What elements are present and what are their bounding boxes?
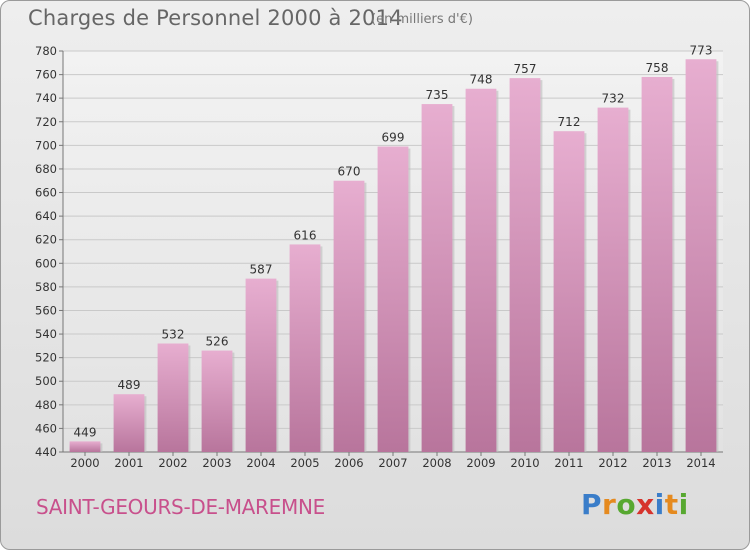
chart-unit-label: (en milliers d'€) <box>371 12 473 27</box>
y-tick-label: 640 <box>35 209 57 223</box>
data-label: 532 <box>162 327 185 341</box>
data-label: 773 <box>690 43 713 57</box>
data-label: 699 <box>382 131 405 145</box>
x-tick-label: 2014 <box>686 456 715 470</box>
y-tick-label: 660 <box>35 186 57 200</box>
x-tick-label: 2001 <box>114 456 143 470</box>
bar-2001 <box>113 394 145 452</box>
x-tick-label: 2006 <box>334 456 363 470</box>
data-label: 757 <box>514 62 537 76</box>
bar-2009 <box>465 88 497 452</box>
y-tick-label: 500 <box>35 374 57 388</box>
logo-letter: P <box>581 488 603 521</box>
logo-letter: o <box>616 488 637 521</box>
bar-2004 <box>245 278 277 452</box>
data-label: 735 <box>426 88 449 102</box>
y-tick-label: 480 <box>35 398 57 412</box>
bar-2003 <box>201 350 233 452</box>
bar-2010 <box>509 78 541 453</box>
axes: 440 460 480 500 520 540 560 580 600 620 640 660 680 7… <box>35 44 723 459</box>
y-tick-label: 580 <box>35 280 57 294</box>
bar-2000 <box>69 441 101 452</box>
y-tick-label: 600 <box>35 256 57 270</box>
data-label: 616 <box>294 228 317 242</box>
data-label: 712 <box>558 115 581 129</box>
bar-2008 <box>421 104 453 452</box>
data-labels: 2000 449 2001 489 2002 532 2003 526 2004 587 2005 6… <box>70 43 715 470</box>
data-label: 670 <box>338 165 361 179</box>
data-label: 587 <box>250 263 273 277</box>
y-tick-label: 720 <box>35 115 57 129</box>
y-tick-label: 740 <box>35 91 57 105</box>
y-tick-label: 520 <box>35 351 57 365</box>
x-tick-label: 2010 <box>510 456 539 470</box>
y-tick-label: 760 <box>35 68 57 82</box>
y-tick-label: 540 <box>35 327 57 341</box>
bar-2005 <box>289 244 321 452</box>
x-tick-label: 2008 <box>422 456 451 470</box>
x-tick-label: 2011 <box>554 456 583 470</box>
x-tick-label: 2005 <box>290 456 319 470</box>
logo-letter: r <box>602 488 617 521</box>
x-tick-label: 2013 <box>642 456 671 470</box>
y-tick-label: 780 <box>35 44 57 58</box>
chart-title: Charges de Personnel 2000 à 2014 <box>28 6 403 30</box>
y-tick-label: 440 <box>35 445 57 459</box>
bar-2011 <box>553 131 585 452</box>
x-tick-label: 2012 <box>598 456 627 470</box>
y-tick-label: 680 <box>35 162 57 176</box>
logo-letter: i <box>678 488 689 521</box>
bar-2002 <box>157 343 189 452</box>
x-tick-label: 2002 <box>158 456 187 470</box>
y-tick-label: 620 <box>35 233 57 247</box>
data-label: 758 <box>646 61 669 75</box>
proxiti-logo: Proxiti <box>581 488 689 521</box>
y-tick-label: 560 <box>35 303 57 317</box>
data-label: 489 <box>118 378 141 392</box>
y-tick-label: 460 <box>35 421 57 435</box>
bar-2013 <box>641 76 673 453</box>
logo-letter: x <box>636 488 655 521</box>
x-tick-label: 2004 <box>246 456 275 470</box>
data-label: 748 <box>470 73 493 87</box>
logo-letter: i <box>654 488 665 521</box>
bar-2007 <box>377 146 409 452</box>
data-label: 732 <box>602 92 625 106</box>
x-tick-label: 2009 <box>466 456 495 470</box>
bar-2006 <box>333 180 365 452</box>
y-tick-label: 700 <box>35 138 57 152</box>
data-label: 526 <box>206 335 229 349</box>
x-tick-label: 2000 <box>70 456 99 470</box>
bars <box>69 59 719 453</box>
commune-name: SAINT-GEOURS-DE-MAREMNE <box>36 495 325 519</box>
bar-2012 <box>597 107 629 453</box>
logo-letter: t <box>664 488 679 521</box>
bar-2014 <box>685 59 717 452</box>
data-label: 449 <box>74 425 97 439</box>
x-tick-label: 2003 <box>202 456 231 470</box>
x-tick-label: 2007 <box>378 456 407 470</box>
